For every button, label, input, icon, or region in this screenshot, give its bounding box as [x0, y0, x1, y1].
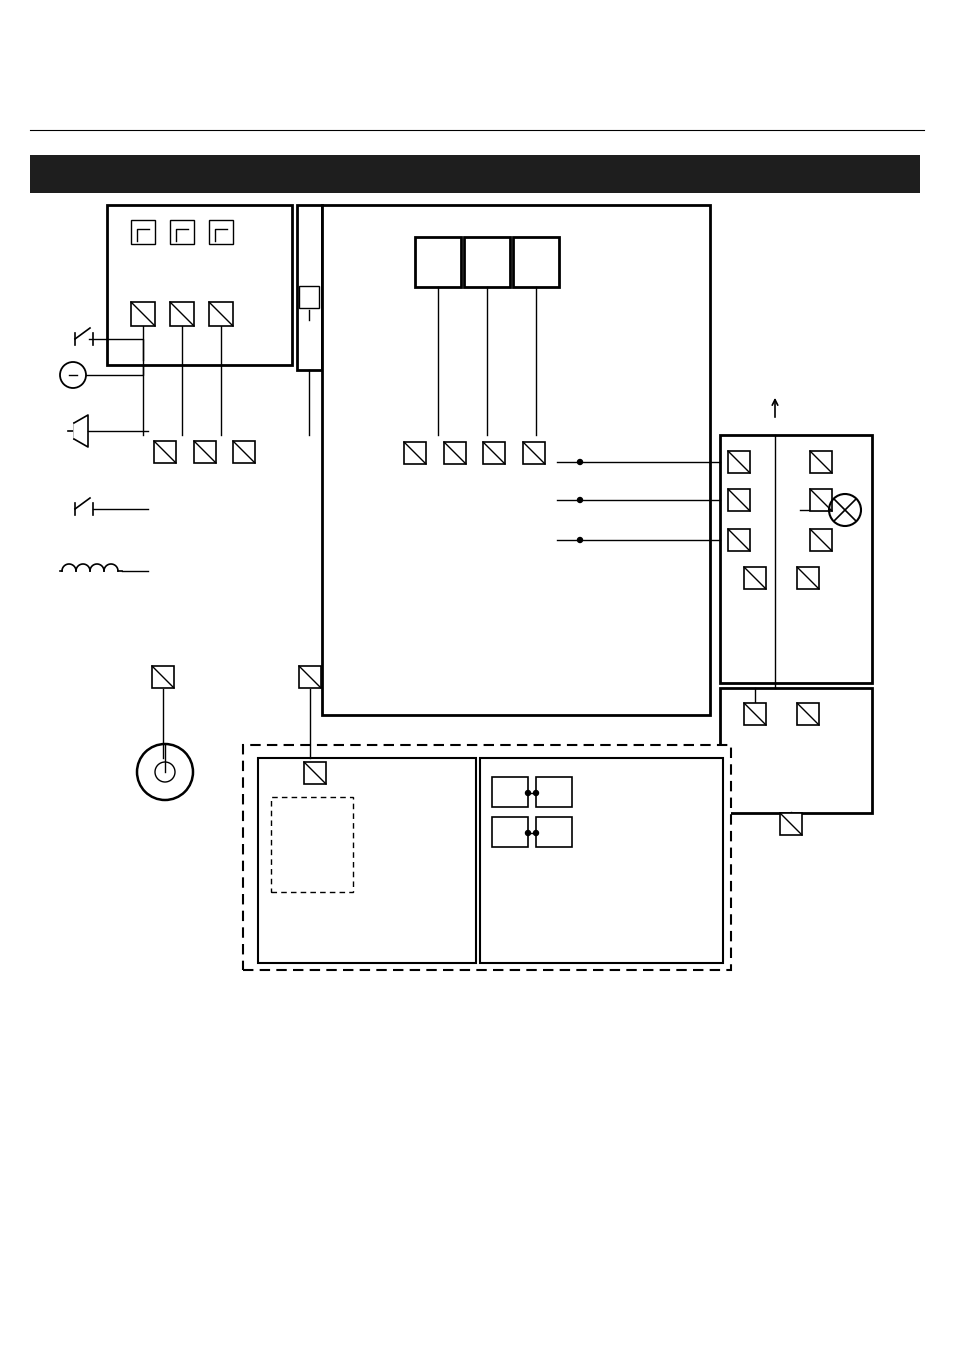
Bar [809, 451, 831, 473]
Bar [796, 567, 818, 589]
Bar [727, 451, 749, 473]
Bar [298, 286, 318, 308]
Bar [243, 744, 730, 970]
Bar [304, 762, 326, 784]
Bar [30, 155, 919, 193]
Bar [522, 442, 544, 463]
Bar [170, 220, 193, 245]
Bar [513, 236, 558, 286]
Circle shape [577, 497, 582, 503]
Bar [170, 303, 193, 326]
Bar [720, 435, 871, 684]
Polygon shape [74, 415, 88, 447]
Circle shape [577, 459, 582, 465]
Bar [796, 703, 818, 725]
Circle shape [577, 538, 582, 543]
Bar [233, 440, 254, 463]
Bar [193, 440, 215, 463]
Bar [492, 817, 527, 847]
Bar [463, 236, 510, 286]
Bar [809, 489, 831, 511]
Circle shape [533, 790, 537, 796]
Bar [780, 813, 801, 835]
Bar [443, 442, 465, 463]
Bar [131, 303, 154, 326]
Bar [536, 777, 572, 807]
Bar [403, 442, 426, 463]
Bar [415, 236, 460, 286]
Bar [809, 530, 831, 551]
Bar [153, 440, 175, 463]
Bar [536, 817, 572, 847]
Bar [107, 205, 292, 365]
Bar [131, 220, 154, 245]
Bar [479, 758, 722, 963]
Circle shape [525, 790, 530, 796]
Circle shape [525, 831, 530, 835]
Bar [727, 489, 749, 511]
Bar [492, 777, 527, 807]
Bar [296, 205, 322, 370]
Bar [209, 303, 233, 326]
Bar [322, 205, 709, 715]
Bar [720, 688, 871, 813]
Circle shape [533, 831, 537, 835]
Bar [298, 666, 320, 688]
Bar [482, 442, 504, 463]
Bar [743, 567, 765, 589]
Bar [209, 220, 233, 245]
Bar [727, 530, 749, 551]
Bar [257, 758, 476, 963]
Bar [271, 797, 353, 892]
Bar [743, 703, 765, 725]
Bar [152, 666, 173, 688]
